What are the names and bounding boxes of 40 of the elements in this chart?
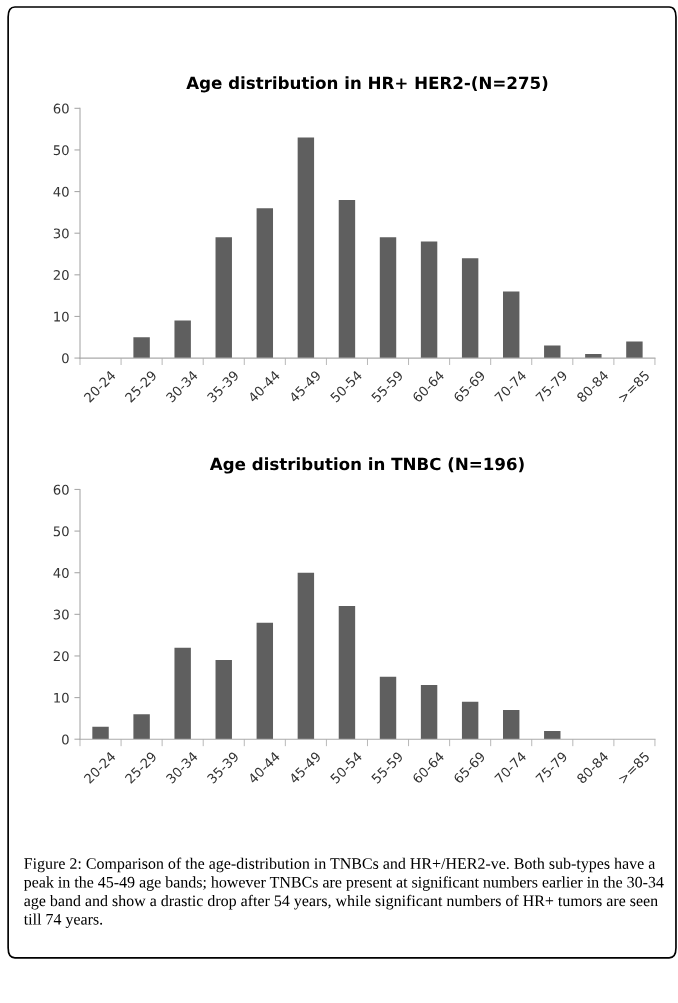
bar: [256, 622, 274, 740]
bar: [420, 685, 438, 740]
bar: [338, 199, 356, 359]
y-tick-label: 20: [53, 651, 69, 662]
y-tick-label: 50: [53, 526, 69, 537]
bar: [461, 701, 479, 740]
bar: [503, 710, 520, 740]
bar: [420, 241, 438, 359]
bar: [297, 137, 315, 359]
bar: [503, 291, 520, 359]
bar: [215, 237, 232, 359]
y-tick-label: 40: [53, 186, 69, 197]
y-tick-label: 20: [53, 270, 69, 281]
bar: [379, 237, 397, 359]
y-tick-label: 10: [54, 692, 69, 703]
y-tick-label: 0: [62, 734, 69, 745]
y-tick-label: 10: [54, 311, 69, 322]
y-tick-label: 30: [53, 609, 69, 620]
y-tick-label: 50: [53, 145, 69, 156]
bar: [544, 730, 561, 740]
bar: [133, 337, 150, 359]
y-tick-label: 30: [53, 228, 69, 239]
y-tick-label: 60: [53, 103, 69, 114]
y-tick-label: 40: [53, 567, 69, 578]
y-tick-label: 60: [53, 484, 69, 495]
chart-title: Age distribution in TNBC (N=196): [209, 457, 524, 474]
bar: [174, 647, 191, 740]
bar: [256, 208, 274, 359]
bar: [297, 572, 315, 740]
caption: Figure 2: Comparison of the age-distribution in TNBCs and HR+/HER2-ve. Both sub-types have a peak in the 45-49 age bands; however TNBCs are present at significant numbers earlier in the 30-34 age band and show a drastic drop after 54 years, while significant numbers of HR+ tumors are seen till 74 years.: [23, 857, 664, 928]
bar: [379, 676, 397, 740]
bar: [92, 726, 109, 740]
chart-title: Age distribution in HR+ HER2-(N=275): [186, 76, 548, 93]
bar: [461, 258, 479, 359]
y-tick-label: 0: [62, 353, 69, 364]
bar: [133, 714, 150, 740]
bar: [174, 320, 191, 359]
bar: [338, 606, 356, 740]
bar: [215, 660, 232, 740]
bar: [626, 341, 643, 359]
